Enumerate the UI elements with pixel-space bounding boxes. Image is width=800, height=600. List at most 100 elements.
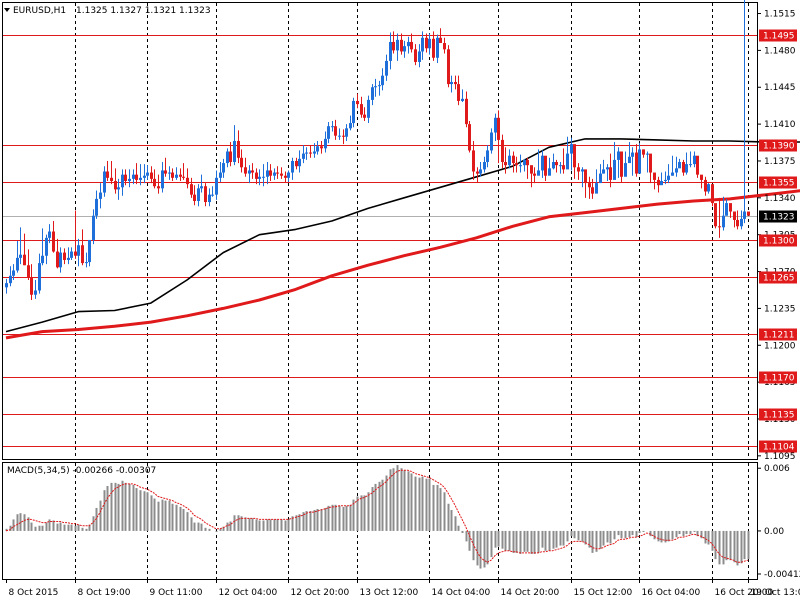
level-badge bbox=[759, 440, 797, 453]
candle-body bbox=[432, 38, 435, 58]
candle bbox=[139, 164, 142, 186]
candle bbox=[313, 143, 316, 158]
candle-body bbox=[124, 174, 127, 181]
candle bbox=[501, 134, 504, 169]
candle bbox=[95, 190, 98, 219]
candle bbox=[175, 167, 178, 180]
candle bbox=[164, 157, 167, 177]
candle bbox=[468, 120, 471, 153]
candle-body bbox=[171, 172, 174, 178]
candle bbox=[67, 247, 70, 265]
candle-body bbox=[707, 184, 710, 192]
candle bbox=[642, 149, 645, 158]
candle-body bbox=[693, 155, 696, 165]
candle-body bbox=[530, 165, 533, 174]
x-tick-label: 13 Oct 12:00 bbox=[360, 588, 419, 598]
candle bbox=[56, 238, 59, 269]
candle bbox=[465, 91, 468, 128]
candle bbox=[291, 157, 294, 180]
candle bbox=[425, 33, 428, 53]
candle bbox=[512, 151, 515, 173]
candle-body bbox=[389, 41, 392, 61]
candle bbox=[200, 174, 203, 193]
candle-body bbox=[63, 252, 66, 260]
candle-body bbox=[114, 180, 117, 190]
candle-body bbox=[378, 85, 381, 87]
candle-body bbox=[555, 162, 558, 166]
current-price-label: 1.1323 bbox=[763, 213, 795, 223]
y-tick-label: 1.1235 bbox=[764, 304, 796, 314]
candle bbox=[331, 120, 334, 132]
candle-body bbox=[421, 37, 424, 52]
candle bbox=[237, 130, 240, 164]
candle bbox=[269, 164, 272, 181]
candle-body bbox=[396, 39, 399, 51]
candle bbox=[88, 239, 91, 267]
candle bbox=[620, 151, 623, 183]
x-tick-label: 14 Oct 04:00 bbox=[432, 588, 491, 598]
candle bbox=[693, 151, 696, 168]
candle-body bbox=[302, 153, 305, 159]
candle-body bbox=[609, 167, 612, 180]
candle bbox=[345, 124, 348, 141]
candle bbox=[305, 147, 308, 160]
candle-body bbox=[331, 126, 334, 128]
candle bbox=[367, 95, 370, 124]
candle bbox=[59, 247, 62, 273]
candle-body bbox=[617, 151, 620, 160]
candle-body bbox=[287, 172, 290, 178]
level-badges: 1.1495 1.1390 1.1355 1.1300 1.1265 1.1211 1.11… bbox=[759, 29, 797, 453]
candle-body bbox=[461, 98, 464, 101]
candle bbox=[414, 44, 417, 66]
candle bbox=[591, 178, 594, 199]
candle bbox=[428, 33, 431, 55]
candle-body bbox=[280, 173, 283, 176]
candle bbox=[143, 164, 146, 184]
candle bbox=[533, 167, 536, 184]
candle-body bbox=[186, 177, 189, 185]
candle-body bbox=[541, 155, 544, 171]
candle bbox=[682, 159, 685, 176]
candle-body bbox=[526, 159, 529, 166]
candle bbox=[570, 137, 573, 171]
candle bbox=[494, 113, 497, 141]
candle bbox=[273, 168, 276, 180]
candle-body bbox=[635, 152, 638, 174]
candle bbox=[34, 279, 37, 299]
candle-body bbox=[577, 167, 580, 172]
candle bbox=[581, 167, 584, 188]
candle-body bbox=[736, 219, 739, 227]
candle-body bbox=[682, 162, 685, 173]
candle bbox=[483, 156, 486, 173]
candle bbox=[595, 169, 598, 194]
candle-body bbox=[273, 172, 276, 176]
candle-body bbox=[182, 176, 185, 178]
candle bbox=[9, 266, 12, 287]
candle-body bbox=[606, 167, 609, 170]
moving-average-fast bbox=[5, 189, 800, 340]
level-badge-label: 1.1390 bbox=[763, 142, 795, 152]
candle bbox=[740, 210, 743, 230]
candle bbox=[638, 143, 641, 174]
candle bbox=[725, 198, 728, 216]
time-axis[interactable]: 8 Oct 2015 8 Oct 19:00 9 Oct 11:00 12 Oct 0… bbox=[6, 579, 800, 598]
candle bbox=[63, 248, 66, 265]
candle-body bbox=[16, 257, 19, 271]
candle-body bbox=[9, 275, 12, 284]
candle bbox=[457, 75, 460, 106]
candle bbox=[657, 176, 660, 193]
candle-body bbox=[150, 172, 153, 179]
candle bbox=[617, 147, 620, 178]
candle bbox=[77, 238, 80, 267]
candle-body bbox=[714, 203, 717, 227]
candle bbox=[602, 159, 605, 174]
candle bbox=[193, 185, 196, 206]
candle-body bbox=[298, 158, 301, 167]
candle bbox=[106, 160, 109, 181]
candle bbox=[186, 168, 189, 189]
candle bbox=[38, 253, 41, 294]
candle bbox=[573, 144, 576, 179]
candle bbox=[302, 145, 305, 164]
triangle-down-icon[interactable] bbox=[4, 8, 10, 12]
candle-body bbox=[211, 194, 214, 196]
